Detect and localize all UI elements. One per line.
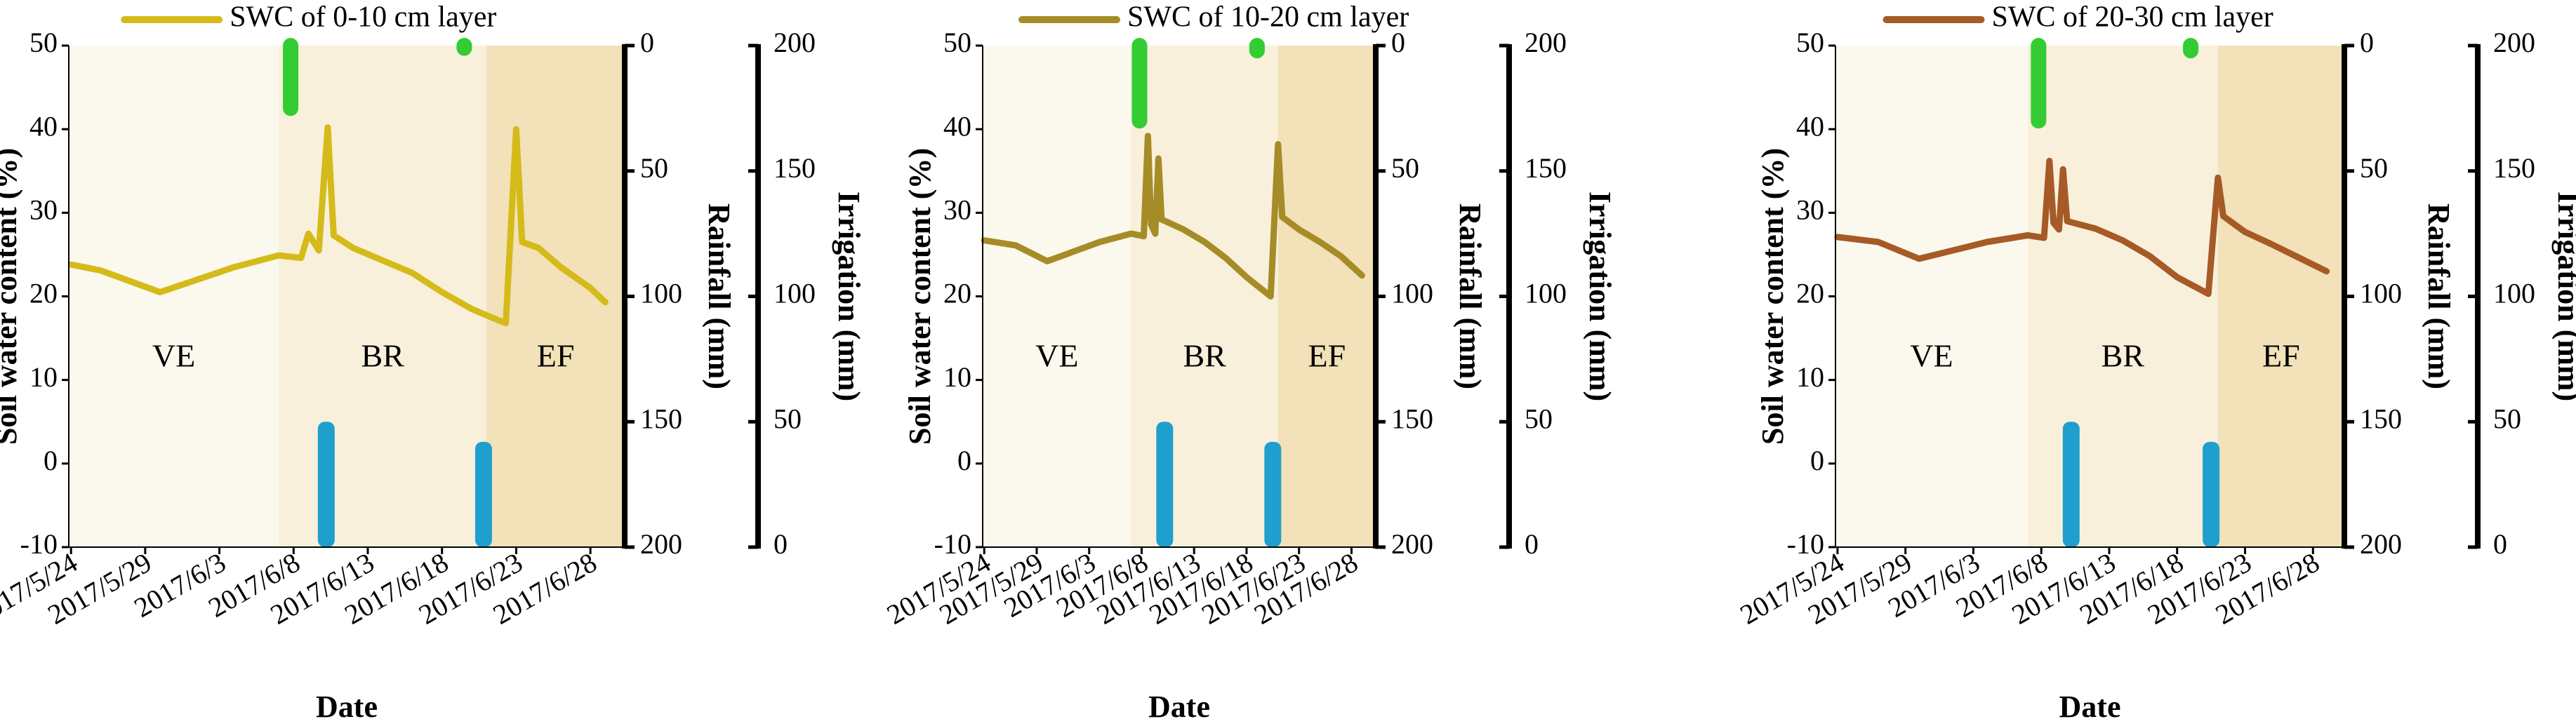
swc-tick-label: 30 xyxy=(943,194,971,226)
stage-label-ve: VE xyxy=(1910,337,1953,373)
rainfall-tick-label: 50 xyxy=(2360,152,2388,184)
irrigation-bar xyxy=(2203,441,2220,547)
rainfall-tick-label: 200 xyxy=(1391,528,1433,560)
irrigation-tick-label: 200 xyxy=(2493,27,2535,58)
swc-tick-label: 40 xyxy=(943,110,971,142)
irrigation-bar xyxy=(1264,441,1282,547)
stage-label-ef: EF xyxy=(2262,337,2300,373)
rainfall-axis-title: Rainfall (mm) xyxy=(2422,203,2456,389)
legend-label: SWC of 0-10 cm layer xyxy=(230,1,496,34)
swc-tick-label: 40 xyxy=(1796,110,1824,142)
stage-label-ve: VE xyxy=(152,337,195,373)
irrigation-axis-title: Irrigation (mm) xyxy=(832,191,866,401)
swc-axis-title: Soil water content (%) xyxy=(903,148,937,445)
legend-label: SWC of 10-20 cm layer xyxy=(1127,1,1409,34)
swc-axis-title: Soil water content (%) xyxy=(1755,148,1790,445)
swc-tick-label: 30 xyxy=(29,194,58,226)
rainfall-tick-label: 0 xyxy=(640,27,654,58)
irrigation-axis-title: Irrigation (mm) xyxy=(1583,191,1617,401)
irrigation-tick-label: 0 xyxy=(2493,528,2507,560)
chart-panel-20-30cm: VE BR EF -10 0 10 20 30 40 50 Soil water content (… xyxy=(1734,1,2576,724)
swc-tick-label: -10 xyxy=(20,528,58,560)
swc-series-line xyxy=(1834,157,2330,297)
rainfall-tick-label: 150 xyxy=(640,403,682,434)
stage-label-br: BR xyxy=(361,337,404,373)
irrigation-tick-label: 200 xyxy=(1525,27,1567,58)
rainfall-tick-label: 0 xyxy=(2360,27,2374,58)
rainfall-tick-label: 50 xyxy=(1391,152,1419,184)
stage-label-ve: VE xyxy=(1035,337,1078,373)
swc-tick-label: 50 xyxy=(943,27,971,58)
irrigation-tick-label: 150 xyxy=(2493,152,2535,184)
rainfall-tick-label: 100 xyxy=(1391,278,1433,309)
swc-tick-label: -10 xyxy=(934,528,971,560)
irrigation-bar xyxy=(1156,422,1174,547)
rainfall-tick-label: 150 xyxy=(2360,403,2402,434)
irrigation-axis-title: Irrigation (mm) xyxy=(2551,191,2576,401)
irrigation-tick-label: 0 xyxy=(774,528,788,560)
rainfall-tick-label: 150 xyxy=(1391,403,1433,434)
irrigation-bar xyxy=(317,422,335,547)
rainfall-tick-label: 200 xyxy=(640,528,682,560)
irrigation-tick-label: 0 xyxy=(1525,528,1539,560)
swc-tick-label: 50 xyxy=(1796,27,1824,58)
swc-series-line xyxy=(981,133,1365,300)
irrigation-tick-label: 200 xyxy=(774,27,816,58)
rainfall-axis-title: Rainfall (mm) xyxy=(702,203,736,389)
stage-band-ef xyxy=(1277,46,1376,547)
rainfall-axis-title: Rainfall (mm) xyxy=(1453,203,1487,389)
x-axis-title: Date xyxy=(316,690,378,724)
irrigation-tick-label: 100 xyxy=(774,278,816,309)
rainfall-tick-label: 0 xyxy=(1391,27,1405,58)
swc-series-line xyxy=(67,124,609,327)
stage-band-ve xyxy=(983,46,1131,547)
swc-tick-label: 0 xyxy=(44,445,58,476)
irrigation-tick-label: 50 xyxy=(2493,403,2521,434)
chart-panel-0-10cm: VE BR EF -10 0 10 20 30 40 50 Soil water content (… xyxy=(0,1,866,724)
swc-tick-label: 30 xyxy=(1796,194,1824,226)
stage-label-ef: EF xyxy=(1308,337,1346,373)
swc-tick-label: 0 xyxy=(957,445,971,476)
legend-label: SWC of 20-30 cm layer xyxy=(1992,1,2273,34)
x-axis-title: Date xyxy=(2059,690,2121,724)
swc-axis-title: Soil water content (%) xyxy=(0,148,23,445)
rainfall-tick-label: 50 xyxy=(640,152,668,184)
irrigation-bar xyxy=(2062,422,2080,547)
swc-tick-label: 10 xyxy=(1796,361,1824,393)
stage-band-ve xyxy=(69,46,279,547)
rainfall-tick-label: 100 xyxy=(2360,278,2402,309)
rainfall-tick-label: 200 xyxy=(2360,528,2402,560)
irrigation-bar xyxy=(474,441,492,547)
chart-panel-10-20cm: VE BR EF -10 0 10 20 30 40 50 Soil water content (… xyxy=(882,1,1617,724)
stage-label-br: BR xyxy=(1183,337,1226,373)
stage-band-br xyxy=(1131,46,1278,547)
stage-band-ve xyxy=(1835,46,2028,547)
rainfall-tick-label: 100 xyxy=(640,278,682,309)
irrigation-tick-label: 150 xyxy=(1525,152,1567,184)
irrigation-tick-label: 150 xyxy=(774,152,816,184)
irrigation-tick-label: 100 xyxy=(2493,278,2535,309)
irrigation-tick-label: 100 xyxy=(1525,278,1567,309)
swc-tick-label: -10 xyxy=(1787,528,1824,560)
irrigation-tick-label: 50 xyxy=(1525,403,1553,434)
x-axis-title: Date xyxy=(1148,690,1210,724)
irrigation-tick-label: 50 xyxy=(774,403,802,434)
swc-tick-label: 0 xyxy=(1810,445,1824,476)
swc-tick-label: 10 xyxy=(943,361,971,393)
stage-label-br: BR xyxy=(2102,337,2145,373)
swc-tick-label: 50 xyxy=(29,27,58,58)
swc-tick-label: 10 xyxy=(29,361,58,393)
stage-band-ef xyxy=(2217,46,2344,547)
stage-band-br xyxy=(2027,46,2218,547)
swc-tick-label: 20 xyxy=(29,278,58,309)
swc-tick-label: 20 xyxy=(943,278,971,309)
stage-label-ef: EF xyxy=(537,337,575,373)
swc-tick-label: 40 xyxy=(29,110,58,142)
swc-tick-label: 20 xyxy=(1796,278,1824,309)
